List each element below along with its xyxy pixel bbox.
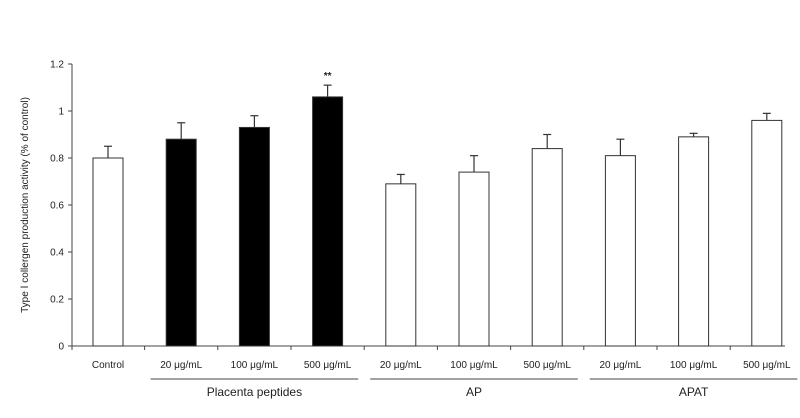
category-label: 100 μg/mL	[450, 360, 498, 371]
category-label: 500 μg/mL	[743, 360, 791, 371]
group-label: AP	[466, 385, 482, 399]
bars	[92, 84, 783, 347]
y-tick-label: 0.6	[50, 201, 64, 212]
group-label: APAT	[679, 385, 709, 399]
y-tick-label: 0.8	[50, 154, 64, 165]
category-label: 500 μg/mL	[304, 360, 352, 371]
category-label: 100 μg/mL	[231, 360, 279, 371]
bar	[678, 136, 710, 347]
y-tick-label: 1.2	[50, 60, 64, 71]
y-tick-label: 1	[58, 107, 64, 118]
labels: Type Ⅰ collergen production activity (% …	[20, 71, 798, 399]
category-label: 20 μg/mL	[380, 360, 422, 371]
bar	[385, 183, 417, 347]
category-label: 20 μg/mL	[599, 360, 641, 371]
bar	[238, 126, 270, 347]
category-label: 20 μg/mL	[160, 360, 202, 371]
bar	[92, 157, 124, 347]
y-axis-label: Type Ⅰ collergen production activity (% …	[20, 97, 31, 313]
bar	[604, 155, 636, 347]
y-tick-label: 0.4	[50, 248, 64, 259]
group-label: Placenta peptides	[207, 385, 302, 399]
category-label: Control	[92, 360, 124, 371]
significance-annotation: **	[324, 71, 332, 82]
bar	[165, 138, 197, 347]
bar	[531, 148, 563, 347]
y-tick-label: 0.2	[50, 295, 64, 306]
y-tick-label: 0	[58, 342, 64, 353]
category-label: 500 μg/mL	[523, 360, 571, 371]
category-label: 100 μg/mL	[670, 360, 718, 371]
bar	[312, 96, 344, 347]
bar	[458, 171, 490, 347]
bar	[751, 119, 783, 347]
